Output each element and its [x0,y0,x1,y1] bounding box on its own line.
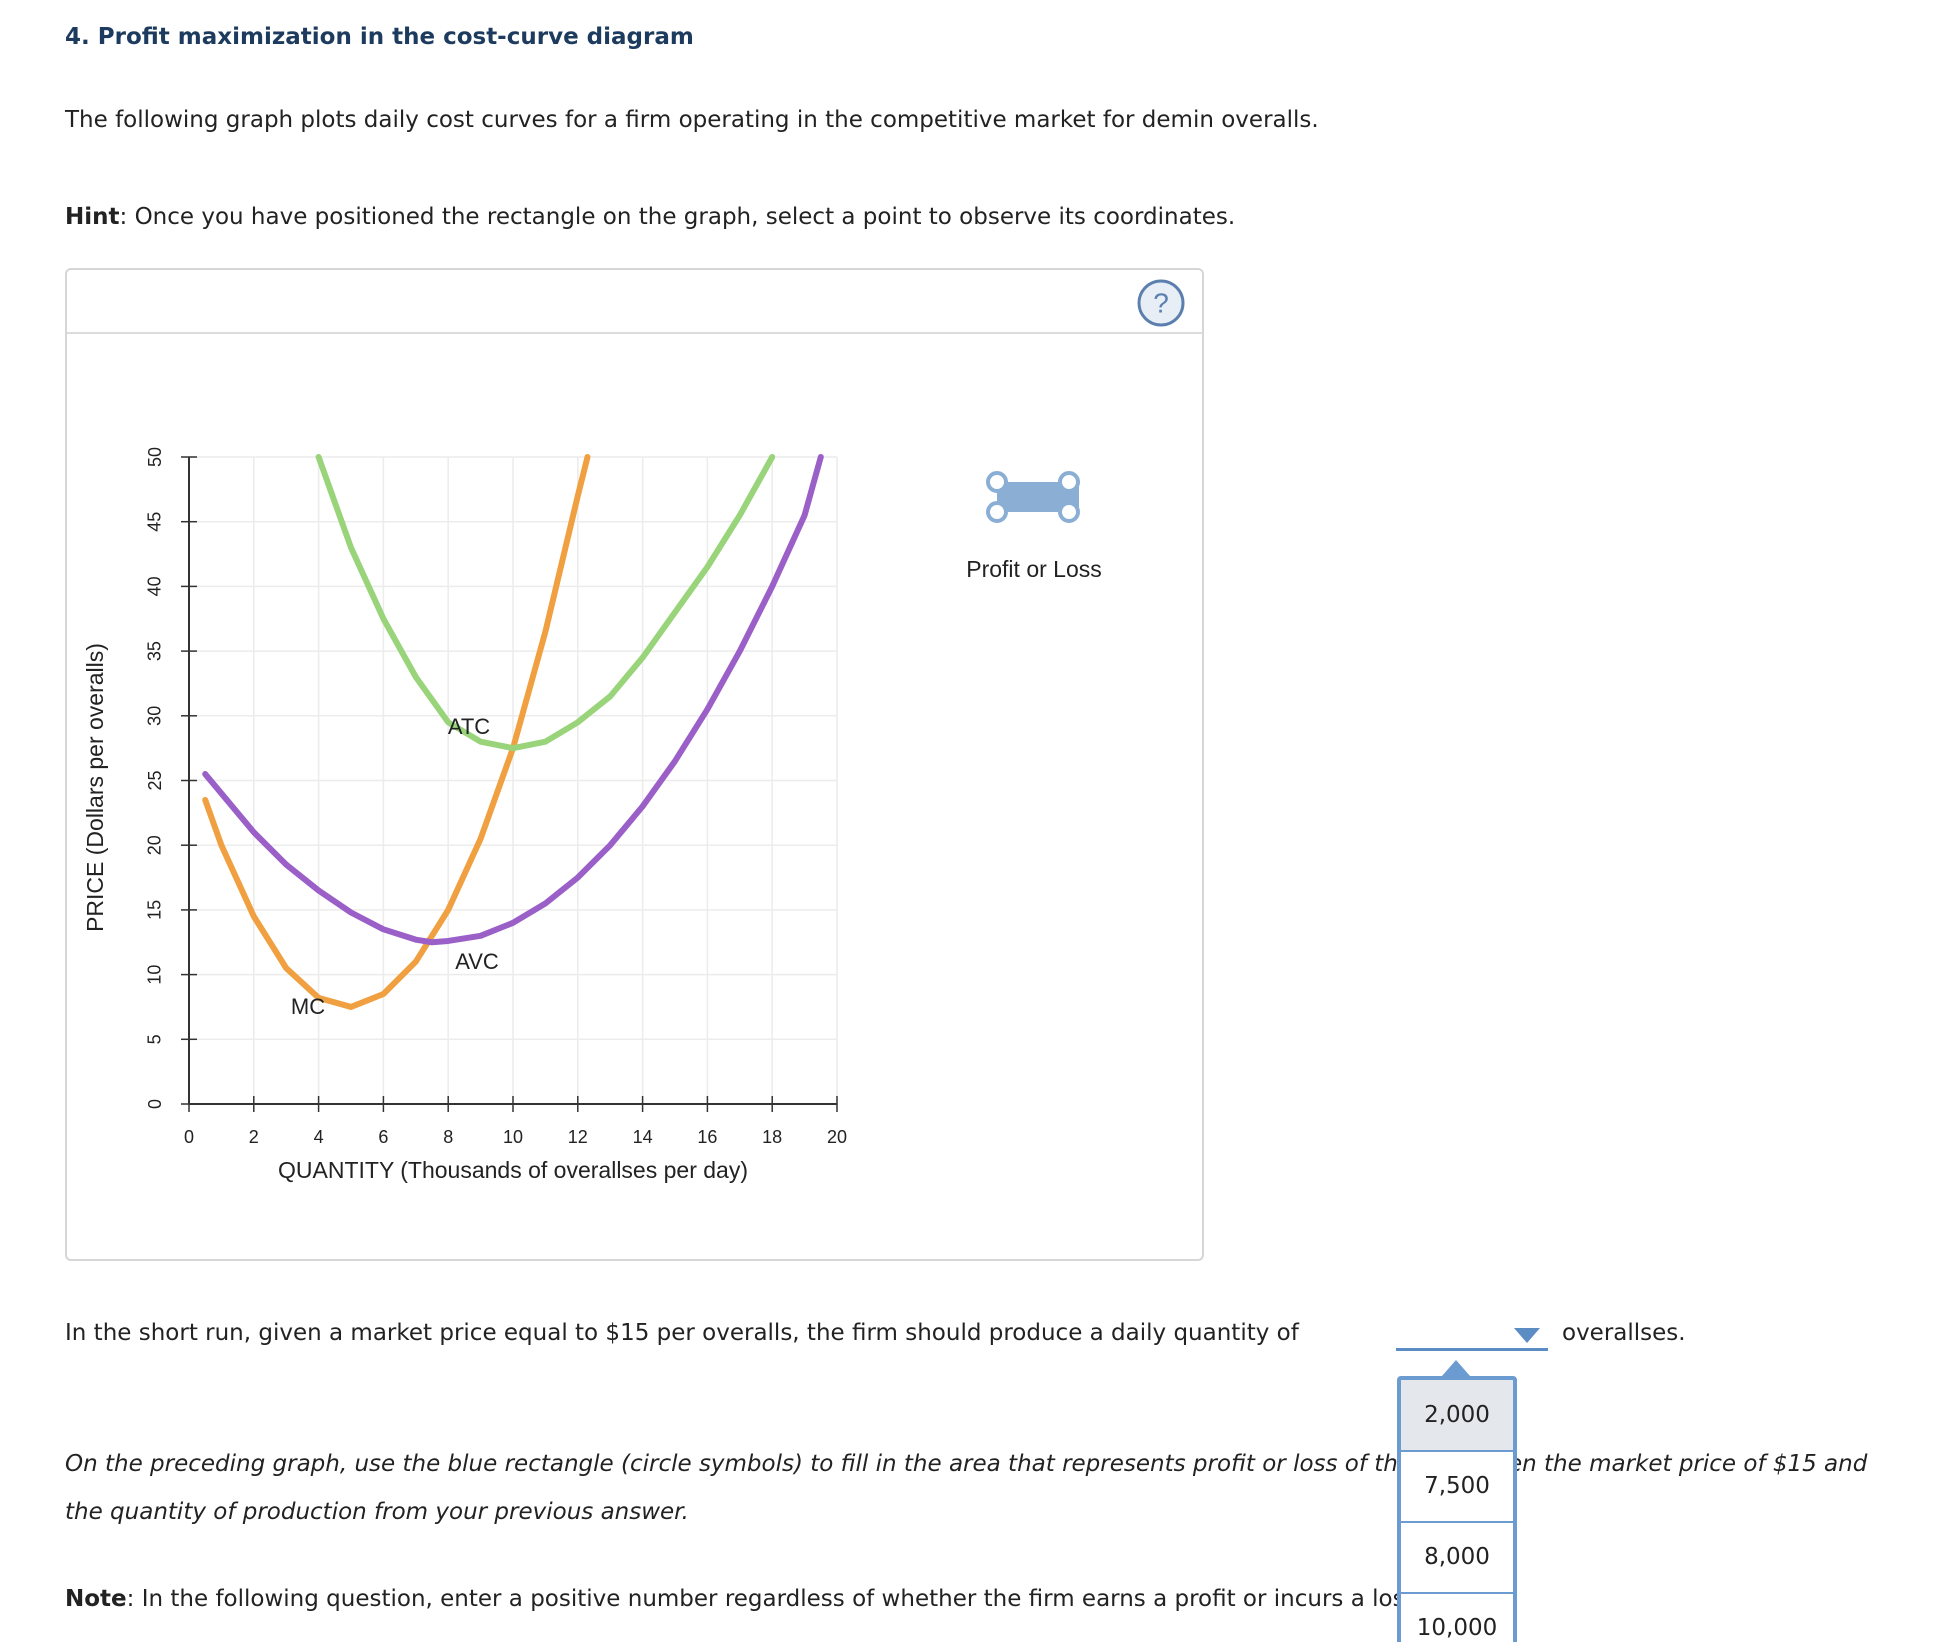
x-tick-label: 4 [314,1127,324,1147]
y-tick-label: 40 [145,576,165,596]
y-tick-label: 25 [145,770,165,790]
curve-label: AVC [455,949,499,974]
y-tick-label: 45 [145,512,165,532]
x-tick-label: 14 [633,1127,653,1147]
y-tick-label: 5 [145,1034,165,1044]
y-tick-label: 15 [145,900,165,920]
y-axis-label: PRICE (Dollars per overalls) [82,643,108,932]
dropdown-pointer [1442,1360,1470,1376]
dropdown-option[interactable]: 2,000 [1401,1380,1513,1452]
x-tick-label: 16 [697,1127,717,1147]
profit-loss-tool[interactable] [986,471,1080,523]
cost-curve [202,454,591,1010]
question-title: 4. Profit maximization in the cost-curve… [65,24,694,50]
hint-text: : Once you have positioned the rectangle… [119,204,1236,230]
dropdown-list[interactable]: 2,000 7,500 8,000 10,000 [1397,1376,1517,1642]
instruction-text: On the preceding graph, use the blue rec… [65,1451,1868,1525]
y-tick-label: 30 [145,706,165,726]
y-tick-label: 20 [145,835,165,855]
tool-handle[interactable] [1058,501,1080,523]
x-axis-label: QUANTITY (Thousands of overallses per da… [278,1157,748,1183]
x-tick-label: 18 [762,1127,782,1147]
panel-divider [67,332,1202,334]
x-tick-label: 12 [568,1127,588,1147]
graph-panel: ? Profit or Loss 0 5 10 15 20 25 30 35 40 45 50 0 2 4… [65,268,1204,1261]
y-tick-label: 50 [145,447,165,467]
tool-handle[interactable] [1058,471,1080,493]
tool-handle[interactable] [986,471,1008,493]
y-tick-label: 35 [145,641,165,661]
help-icon[interactable]: ? [1153,287,1169,318]
chart: ? Profit or Loss 0 5 10 15 20 25 30 35 40 45 50 0 2 4… [82,279,1185,1183]
dropdown-option[interactable]: 8,000 [1401,1522,1513,1594]
curve-label: ATC [448,714,490,739]
note-text: : In the following question, enter a pos… [126,1586,1424,1612]
intro-text: The following graph plots daily cost cur… [65,107,1319,133]
question-unit: overallses. [1562,1320,1686,1346]
y-tick-label: 10 [145,965,165,985]
dropdown-option[interactable]: 7,500 [1401,1451,1513,1523]
help-button[interactable] [1137,279,1185,327]
x-tick-label: 10 [503,1127,523,1147]
x-tick-label: 6 [378,1127,388,1147]
dropdown-arrow[interactable] [1512,1326,1542,1346]
x-tick-label: 8 [443,1127,453,1147]
note: Note: In the following question, enter a… [65,1586,1424,1612]
dropdown-option[interactable]: 10,000 [1401,1593,1513,1642]
curve-label: MC [291,994,325,1019]
cost-curve [202,454,824,946]
dropdown[interactable] [1396,1348,1548,1351]
x-tick-label: 20 [827,1127,847,1147]
x-tick-label: 0 [184,1127,194,1147]
y-tick-label: 0 [145,1099,165,1109]
question-text: In the short run, given a market price e… [65,1320,1299,1346]
note-label: Note [65,1586,127,1612]
x-tick-label: 2 [249,1127,259,1147]
tool-handle[interactable] [986,501,1008,523]
hint: Hint: Once you have positioned the recta… [65,204,1235,230]
hint-label: Hint [65,204,120,230]
cost-curve [315,454,776,752]
tool-label: Profit or Loss [966,556,1102,582]
